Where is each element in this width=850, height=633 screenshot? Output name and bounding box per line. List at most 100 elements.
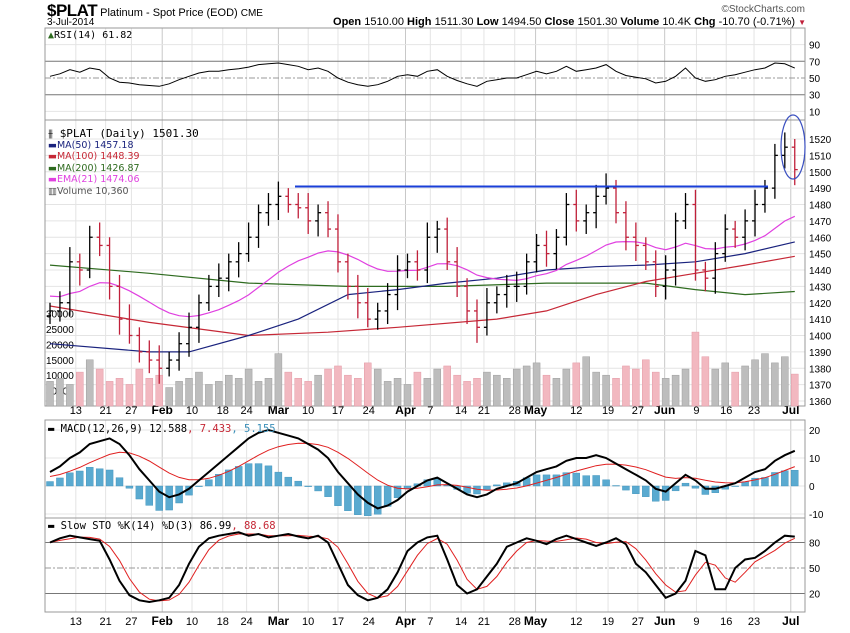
sto-k-line	[49, 531, 795, 604]
ema21-legend: EMA(21) 1474.06	[56, 174, 140, 185]
volume-bar	[503, 378, 511, 407]
volume-bar	[552, 378, 561, 407]
x-tick-label: 17	[332, 616, 344, 628]
x-tick-label: 24	[363, 616, 375, 628]
volume-bar	[751, 359, 759, 407]
macd-histogram-bar	[602, 479, 610, 487]
volume-bar	[711, 368, 720, 407]
price-bar	[295, 193, 302, 219]
volume-bar	[334, 365, 342, 407]
volume-bar	[145, 378, 154, 407]
price-bar	[86, 225, 93, 279]
x-tick-label: Jul	[782, 403, 799, 417]
volume-bar	[493, 374, 501, 407]
price-bar	[364, 288, 371, 328]
volume-bar	[46, 381, 54, 407]
volume-bar	[135, 368, 144, 407]
close-label: Close	[544, 16, 575, 28]
price-tick-label: 1410	[809, 315, 832, 326]
price-tick-label: 1430	[809, 282, 832, 293]
annotation-ellipse	[780, 114, 806, 180]
chg-label: Chg	[694, 16, 716, 28]
price-bar	[761, 179, 768, 213]
macd-legend-text: MACD(12,26,9) 12.588	[60, 423, 188, 435]
volume-bar	[453, 374, 461, 407]
macd-histogram-bar	[66, 472, 74, 487]
sto-tick-label: 80	[809, 539, 821, 550]
low-value: 1494.50	[501, 16, 542, 28]
price-tick-label: 1420	[809, 299, 832, 310]
instrument-name: Platinum	[100, 7, 143, 19]
x-tick-label: 16	[720, 616, 732, 628]
x-tick-label: 13	[70, 405, 82, 417]
price-tick-label: 1380	[809, 364, 832, 375]
macd-histogram-bar	[46, 481, 54, 487]
price-bar	[205, 274, 212, 311]
price-bar	[622, 201, 629, 251]
rsi-tick-label: 70	[809, 57, 821, 68]
price-bar	[473, 299, 480, 343]
ma50-legend: MA(50) 1457.18	[56, 139, 134, 151]
credit: ©StockCharts.com	[721, 4, 805, 15]
macd-histogram-bar	[324, 485, 332, 497]
x-tick-label: 7	[427, 405, 433, 417]
volume-bar	[304, 381, 312, 407]
volume-tick-label: 25000	[46, 325, 74, 336]
ma200-line	[49, 264, 795, 296]
price-bar	[305, 193, 312, 234]
macd-histogram-bar	[135, 485, 144, 500]
volume-bar	[264, 378, 273, 407]
ma100-line	[49, 255, 795, 337]
price-bar	[176, 332, 183, 371]
sto-legend-text: Slow STO %K(14) %D(3) 86.99	[60, 520, 232, 532]
price-bar	[652, 250, 659, 298]
price-bar	[732, 220, 739, 248]
price-tick-label: 1390	[809, 348, 832, 359]
price-bar	[444, 217, 451, 270]
volume-bar	[781, 356, 789, 407]
x-tick-label: 12	[570, 405, 582, 417]
macd-histogram-bar	[294, 480, 302, 487]
volume-bar	[632, 368, 640, 407]
x-tick-label: 14	[455, 405, 467, 417]
price-bar	[464, 278, 471, 325]
price-bar	[275, 181, 282, 221]
macd-signal-line	[49, 442, 795, 491]
volume-bar	[721, 362, 729, 407]
macd-signal-legend: , 7.433	[187, 423, 232, 435]
macd-histogram-bar	[652, 485, 660, 502]
volume-bar	[413, 371, 422, 407]
volume-bar	[473, 378, 481, 407]
down-arrow-icon: ▼	[798, 18, 806, 27]
high-label: High	[407, 16, 432, 28]
macd-histogram-bar	[354, 485, 362, 515]
price-bar	[513, 271, 520, 302]
price-bar	[195, 294, 202, 343]
volume-bar	[165, 387, 173, 407]
x-tick-label: Apr	[395, 403, 416, 417]
price-legend-text: $PLAT (Daily) 1501.30	[59, 127, 199, 140]
price-bar	[334, 214, 341, 273]
x-tick-label: 10	[302, 616, 314, 628]
volume-bar	[691, 331, 700, 407]
x-tick-label: 21	[99, 405, 111, 417]
rsi-tick-label: 50	[809, 74, 821, 85]
price-bar	[116, 274, 123, 335]
quote-summary: Open 1510.00 High 1511.30 Low 1494.50 Cl…	[333, 16, 806, 28]
x-tick-label: Apr	[395, 614, 416, 628]
macd-histogram-bar	[731, 485, 739, 487]
volume-bar	[185, 378, 193, 407]
volume-bar	[681, 368, 690, 407]
price-bar	[166, 351, 173, 377]
volume-tick-label: 15000	[46, 356, 74, 367]
price-tick-label: 1470	[809, 217, 832, 228]
macd-histogram-bar	[552, 474, 561, 487]
price-bar	[325, 201, 332, 238]
x-tick-label: May	[524, 614, 548, 628]
high-value: 1511.30	[434, 16, 474, 28]
price-bar	[503, 274, 510, 308]
volume-bar	[175, 381, 183, 407]
macd-histogram-bar	[95, 468, 104, 487]
sto-panel	[44, 517, 806, 613]
price-tick-label: 1460	[809, 233, 832, 244]
